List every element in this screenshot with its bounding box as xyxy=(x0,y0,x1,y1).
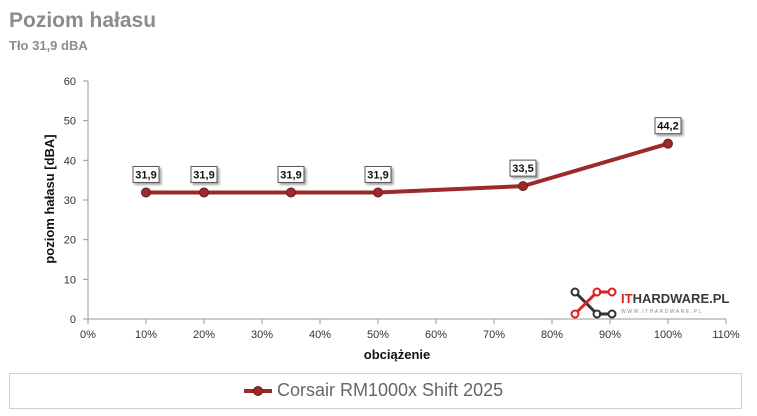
x-tick-label: 40% xyxy=(309,329,331,341)
data-label: 31,9 xyxy=(364,165,392,183)
svg-text:31,9: 31,9 xyxy=(367,169,388,181)
brand-url: WWW.ITHARDWARE.PL xyxy=(621,309,703,315)
data-label: 31,9 xyxy=(277,165,305,183)
data-point xyxy=(286,187,296,198)
chart-title: Poziom hałasu xyxy=(9,9,157,32)
y-tick-label: 50 xyxy=(64,116,76,128)
x-tick-label: 60% xyxy=(425,329,447,341)
data-point xyxy=(663,138,673,149)
x-tick-label: 0% xyxy=(80,329,96,341)
x-tick-label: 80% xyxy=(541,329,563,341)
svg-text:33,5: 33,5 xyxy=(512,163,533,175)
ithardware-logo-icon xyxy=(570,287,617,319)
data-point xyxy=(141,187,151,198)
legend-series-label: Corsair RM1000x Shift 2025 xyxy=(277,380,504,400)
series-line xyxy=(146,141,669,195)
brand-logo-text: ITHARDWARE.PL xyxy=(621,291,730,306)
svg-text:31,9: 31,9 xyxy=(193,169,214,181)
y-tick-label: 0 xyxy=(70,314,76,326)
data-label: 31,9 xyxy=(190,165,218,183)
svg-text:31,9: 31,9 xyxy=(280,169,301,181)
svg-text:44,2: 44,2 xyxy=(657,121,678,133)
y-tick-label: 30 xyxy=(64,195,76,207)
x-tick-label: 70% xyxy=(483,329,505,341)
data-point xyxy=(199,187,209,198)
svg-text:31,9: 31,9 xyxy=(135,169,156,181)
y-tick-label: 60 xyxy=(64,76,76,88)
data-label: 31,9 xyxy=(132,165,160,183)
x-tick-label: 90% xyxy=(599,329,621,341)
x-tick-label: 50% xyxy=(367,329,389,341)
y-axis-label: poziom hałasu [dBA] xyxy=(42,134,57,263)
y-tick-label: 40 xyxy=(64,155,76,167)
data-label: 44,2 xyxy=(654,117,682,135)
legend xyxy=(9,373,742,409)
chart-subtitle: Tło 31,9 dBA xyxy=(9,38,88,53)
x-tick-label: 30% xyxy=(251,329,273,341)
x-axis-label: obciążenie xyxy=(364,347,430,362)
x-tick-label: 10% xyxy=(135,329,157,341)
y-tick-label: 20 xyxy=(64,235,76,247)
y-tick-label: 10 xyxy=(64,274,76,286)
x-tick-label: 20% xyxy=(193,329,215,341)
x-tick-label: 100% xyxy=(654,329,682,341)
data-point xyxy=(518,181,528,192)
data-point xyxy=(373,187,383,198)
x-tick-label: 110% xyxy=(712,329,740,341)
data-label: 33,5 xyxy=(509,159,537,177)
